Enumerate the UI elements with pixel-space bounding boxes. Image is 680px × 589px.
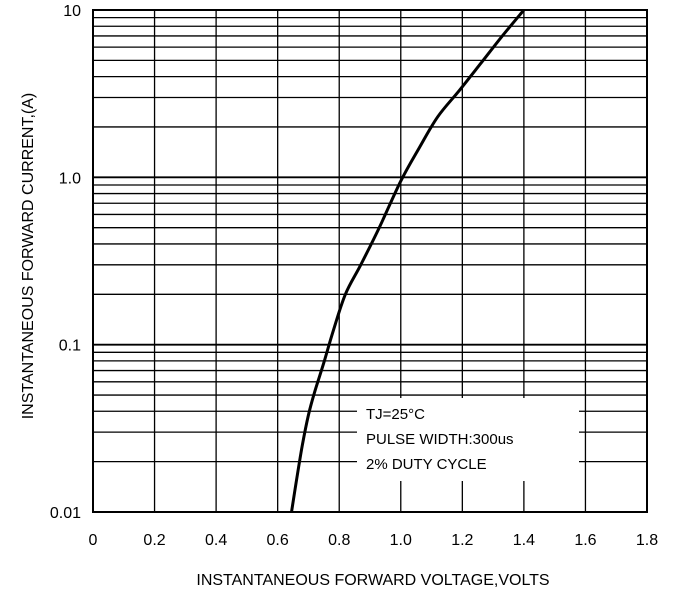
x-axis-title: INSTANTANEOUS FORWARD VOLTAGE,VOLTS: [196, 572, 549, 589]
x-tick-label: 1.2: [451, 532, 473, 549]
annotation-pulse-width: PULSE WIDTH:300us: [366, 431, 514, 448]
x-tick-label: 0.2: [143, 532, 165, 549]
x-tick-label: 0.4: [205, 532, 227, 549]
x-tick-label: 1.8: [636, 532, 658, 549]
plot-border: [92, 9, 648, 513]
x-tick-label: 0.8: [328, 532, 350, 549]
series-line-0: [290, 9, 526, 513]
annotation-box: [357, 398, 579, 481]
curve-layer: [290, 9, 526, 513]
x-tick-label: 1.4: [513, 532, 535, 549]
x-tick-label: 1.0: [390, 532, 412, 549]
x-tick-labels: 0 0.2 0.4 0.6 0.8 1.0 1.2 1.4 1.6 1.8: [89, 532, 659, 549]
annotation-temperature: TJ=25°C: [366, 406, 425, 423]
y-tick-labels: 0.01 0.1 1.0 10: [50, 3, 81, 522]
y-tick-label: 1.0: [59, 170, 81, 187]
annotation-duty-cycle: 2% DUTY CYCLE: [366, 456, 487, 473]
x-tick-label: 1.6: [574, 532, 596, 549]
x-tick-label: 0.6: [267, 532, 289, 549]
y-tick-label: 0.01: [50, 505, 81, 522]
y-axis-title: INSTANTANEOUS FORWARD CURRENT,(A): [20, 93, 37, 420]
y-tick-label: 10: [63, 3, 81, 20]
x-tick-label: 0: [89, 532, 98, 549]
y-tick-label: 0.1: [59, 338, 81, 355]
